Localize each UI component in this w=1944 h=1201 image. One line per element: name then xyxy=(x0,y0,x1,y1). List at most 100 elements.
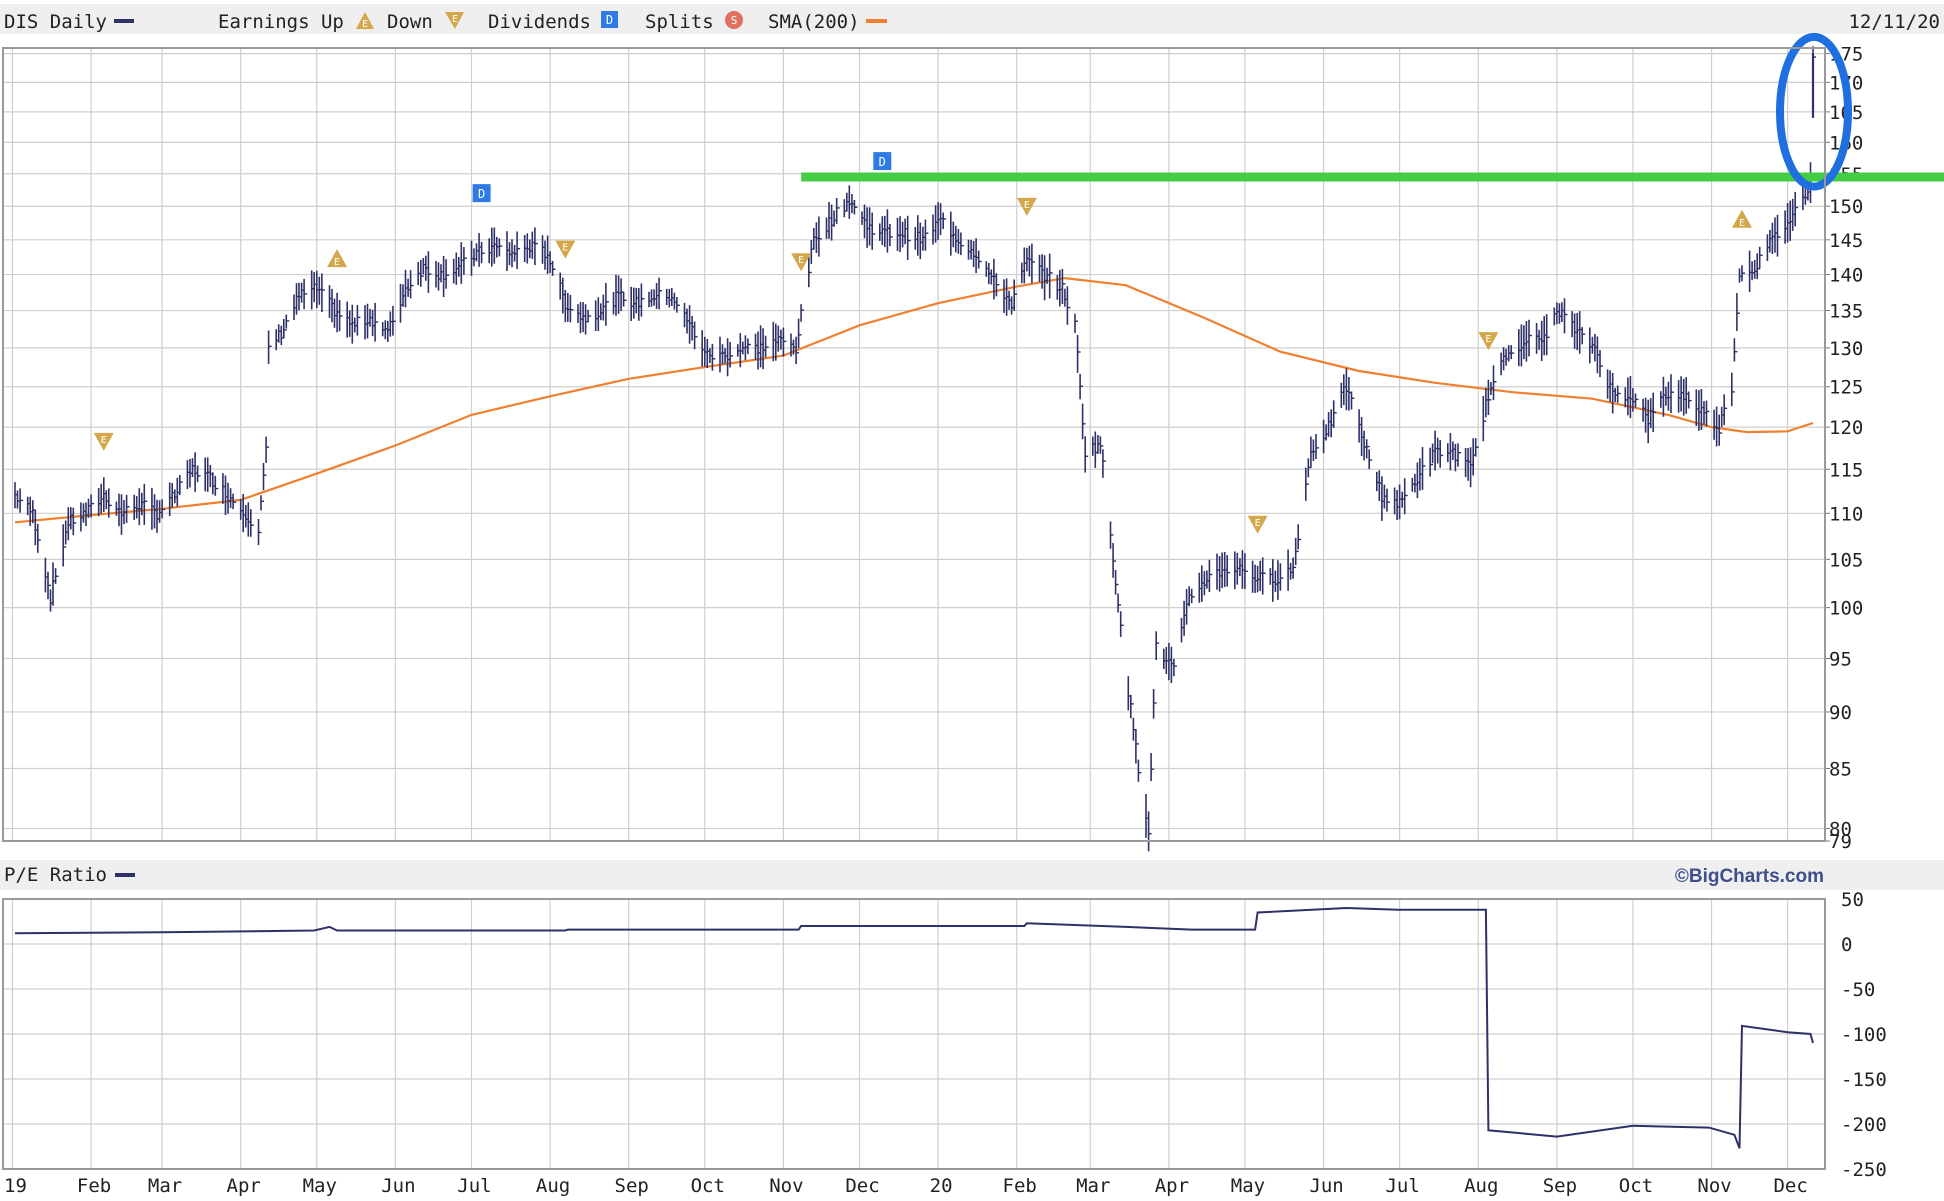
x-tick-label: Aug xyxy=(536,1175,570,1197)
x-tick-label: May xyxy=(303,1175,337,1197)
pe-band xyxy=(0,860,1944,890)
x-axis: 19 Feb Mar Apr May Jun Jul Aug Sep Oct Nov Dec 20 Feb… xyxy=(4,1175,1808,1197)
pe-line xyxy=(14,906,1814,1149)
pe-y-tick-label: -100 xyxy=(1841,1024,1887,1046)
pe-label: P/E Ratio xyxy=(4,864,107,886)
dividend-icon: D xyxy=(601,11,618,28)
pe-y-tick-label: -150 xyxy=(1841,1069,1887,1091)
earnings-up-label: Earnings Up xyxy=(218,11,344,33)
x-tick-label: Sep xyxy=(1543,1175,1577,1197)
x-tick-label: Aug xyxy=(1464,1175,1498,1197)
svg-text:E: E xyxy=(1485,334,1491,345)
earnings-down-marker: E xyxy=(791,253,812,272)
pe-plot-frame xyxy=(2,898,1826,1170)
pe-grid xyxy=(3,898,1825,1170)
earnings-up-icon: E xyxy=(356,12,374,30)
svg-text:E: E xyxy=(1739,218,1745,229)
x-tick-label: Apr xyxy=(1155,1175,1189,1197)
x-tick-label: Jul xyxy=(457,1175,491,1197)
svg-text:S: S xyxy=(731,14,738,27)
y-tick-label: 90 xyxy=(1829,702,1852,724)
x-tick-label: Jul xyxy=(1385,1175,1419,1197)
symbol-label: DIS Daily xyxy=(4,11,107,33)
annotations xyxy=(801,32,1944,191)
y-tick-label: 105 xyxy=(1829,549,1863,571)
earnings-down-marker: E xyxy=(93,432,114,451)
y-tick-label: 125 xyxy=(1829,377,1863,399)
price-series xyxy=(14,46,1816,852)
y-tick-label: 110 xyxy=(1829,503,1863,525)
y-tick-label: 145 xyxy=(1829,230,1863,252)
x-tick-label: May xyxy=(1231,1175,1265,1197)
y-tick-label: 135 xyxy=(1829,301,1863,323)
pe-y-tick-label: -200 xyxy=(1841,1114,1887,1136)
event-markers: E E E E E E E E D D xyxy=(93,152,1752,534)
pe-y-tick-label: 0 xyxy=(1841,934,1852,956)
main-plot-frame xyxy=(2,47,1826,842)
x-tick-label: Feb xyxy=(1003,1175,1037,1197)
svg-text:E: E xyxy=(1255,518,1261,529)
y-tick-label: 85 xyxy=(1829,759,1852,781)
y-tick-label: 115 xyxy=(1829,459,1863,481)
earnings-down-marker: E xyxy=(1478,332,1499,351)
x-tick-label: Sep xyxy=(615,1175,649,1197)
svg-text:E: E xyxy=(1024,200,1030,211)
earnings-up-marker: E xyxy=(327,249,348,268)
svg-text:E: E xyxy=(334,257,340,268)
price-legend-swatch xyxy=(114,19,134,23)
pe-y-tick-label: 50 xyxy=(1841,889,1864,911)
earnings-down-icon: E xyxy=(445,12,464,29)
svg-text:E: E xyxy=(562,243,568,254)
x-tick-label: Jun xyxy=(381,1175,415,1197)
earnings-down-marker: E xyxy=(1247,515,1268,534)
x-tick-label: Dec xyxy=(845,1175,879,1197)
date-label: 12/11/20 xyxy=(1848,11,1940,33)
svg-text:D: D xyxy=(879,155,886,169)
x-tick-label: 20 xyxy=(930,1175,953,1197)
svg-text:E: E xyxy=(798,255,804,266)
pe-series xyxy=(14,906,1814,1149)
splits-label: Splits xyxy=(645,11,714,33)
sma-label: SMA(200) xyxy=(768,11,860,33)
pe-y-tick-label: -250 xyxy=(1841,1159,1887,1181)
x-tick-label: Mar xyxy=(148,1175,182,1197)
y-tick-label: 130 xyxy=(1829,338,1863,360)
pe-y-axis: 50 0 -50 -100 -150 -200 -250 xyxy=(1841,889,1887,1181)
pe-y-tick-label: -50 xyxy=(1841,979,1875,1001)
x-tick-label: Dec xyxy=(1773,1175,1807,1197)
highlight-circle xyxy=(1776,32,1852,191)
dividends-label: Dividends xyxy=(488,11,591,33)
earnings-down-label: Down xyxy=(387,11,433,33)
main-grid xyxy=(3,48,1825,841)
pe-legend-swatch xyxy=(115,873,135,877)
copyright-text: ©BigCharts.com xyxy=(1675,866,1824,887)
x-tick-label: Feb xyxy=(77,1175,111,1197)
y-tick-label: 140 xyxy=(1829,265,1863,287)
sma-line xyxy=(14,276,1814,524)
svg-text:D: D xyxy=(606,13,613,27)
sma-legend-swatch xyxy=(866,19,887,23)
svg-text:E: E xyxy=(452,14,458,25)
header-band xyxy=(0,4,1944,34)
y-tick-label: 120 xyxy=(1829,417,1863,439)
x-tick-label: Oct xyxy=(1619,1175,1653,1197)
x-tick-label: Oct xyxy=(691,1175,725,1197)
y-tick-label: 150 xyxy=(1829,196,1863,218)
dividend-marker: D xyxy=(472,184,491,203)
x-tick-label: Apr xyxy=(227,1175,261,1197)
x-tick-label: 19 xyxy=(4,1175,27,1197)
dividend-marker: D xyxy=(873,152,892,171)
svg-text:E: E xyxy=(101,435,107,446)
y-tick-label: 79 xyxy=(1829,831,1852,853)
earnings-up-marker: E xyxy=(1731,209,1752,229)
y-tick-label: 100 xyxy=(1829,598,1863,620)
x-tick-label: Nov xyxy=(1697,1175,1731,1197)
sma-series xyxy=(14,276,1814,524)
svg-text:E: E xyxy=(362,19,368,30)
y-tick-label: 80 xyxy=(1829,819,1852,841)
y-tick-label: 95 xyxy=(1829,648,1852,670)
split-icon: S xyxy=(725,11,743,29)
earnings-down-marker: E xyxy=(555,240,576,259)
